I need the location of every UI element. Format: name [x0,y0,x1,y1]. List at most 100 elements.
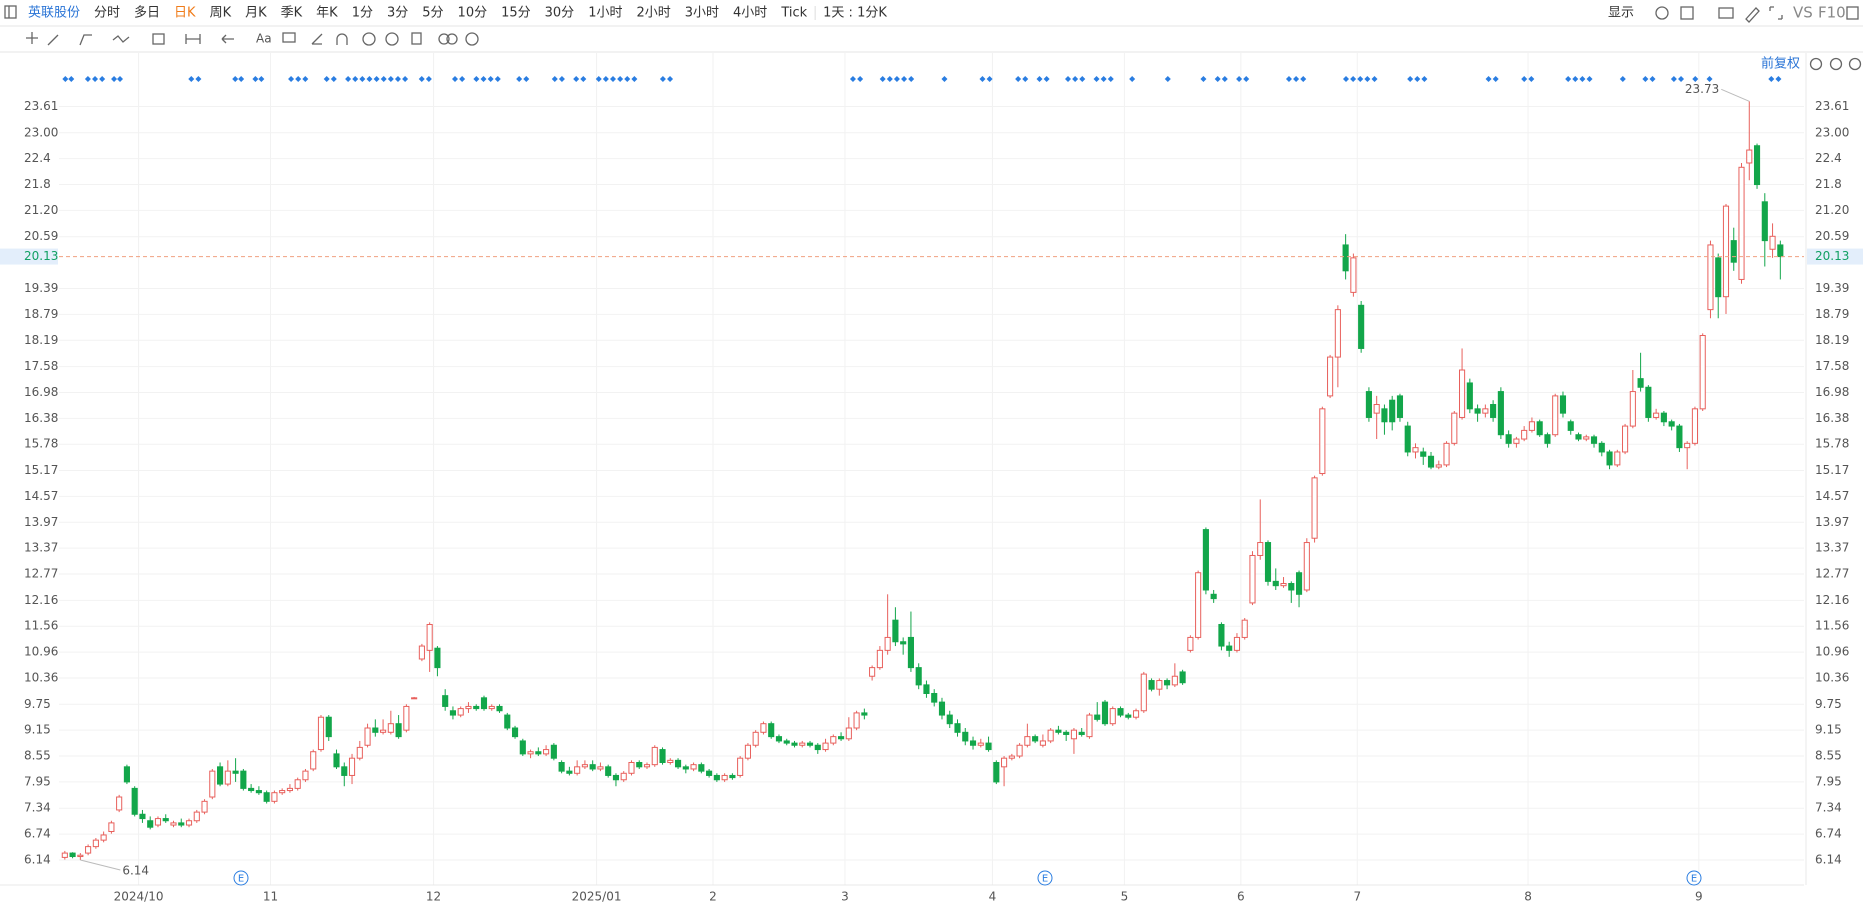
event-dot[interactable] [516,76,523,82]
reset-icon[interactable] [1809,57,1823,71]
event-dot[interactable] [667,76,674,82]
link-tool[interactable] [446,33,458,45]
period-tab[interactable]: 季K [281,6,303,21]
event-dot[interactable] [573,76,580,82]
event-dot[interactable] [1421,76,1428,82]
event-dot[interactable] [402,76,409,82]
event-dot[interactable] [610,76,617,82]
event-dot[interactable] [857,76,864,82]
event-dot[interactable] [1243,76,1250,82]
delete-tool[interactable] [411,32,422,45]
event-dot[interactable] [238,76,245,82]
zoom-out-icon[interactable] [1829,57,1843,71]
event-marker[interactable] [233,870,249,886]
event-dot[interactable] [1572,76,1579,82]
event-dot[interactable] [1164,76,1171,82]
event-dot[interactable] [1492,76,1499,82]
measure-tool[interactable] [185,34,201,44]
event-dot[interactable] [380,76,387,82]
period-tab[interactable]: 3分 [387,6,408,21]
event-marker[interactable] [1037,870,1053,886]
event-dot[interactable] [1706,76,1713,82]
event-dot[interactable] [580,76,587,82]
event-dot[interactable] [1221,76,1228,82]
event-dot[interactable] [258,76,265,82]
event-dot[interactable] [1214,76,1221,82]
event-dot[interactable] [366,76,373,82]
period-tab[interactable]: 日K [174,6,196,21]
event-dot[interactable] [1579,76,1586,82]
adjust-mode[interactable]: 前复权 [1761,56,1800,72]
event-dot[interactable] [387,76,394,82]
event-dot[interactable] [1043,76,1050,82]
eye-tool[interactable] [362,32,376,46]
event-dot[interactable] [494,76,501,82]
move-tool[interactable] [26,32,38,44]
event-dot[interactable] [893,76,900,82]
event-dot[interactable] [1775,76,1782,82]
event-dot[interactable] [1300,76,1307,82]
note-tool[interactable] [282,32,296,43]
link-tool[interactable] [438,33,450,45]
period-tab[interactable]: 年K [316,6,338,21]
camera-icon[interactable] [1718,7,1734,19]
event-dot[interactable] [62,76,69,82]
event-dot[interactable] [908,76,915,82]
event-dot[interactable] [84,76,91,82]
event-dot[interactable] [1129,76,1136,82]
event-dot[interactable] [551,76,558,82]
event-dot[interactable] [1642,76,1649,82]
event-dot[interactable] [345,76,352,82]
event-dot[interactable] [986,76,993,82]
event-dot[interactable] [92,76,99,82]
wave-tool[interactable] [112,35,130,43]
event-dot[interactable] [1407,76,1414,82]
arrow-tool[interactable] [221,34,234,44]
event-dot[interactable] [1528,76,1535,82]
period-tab[interactable]: 周K [210,6,232,21]
event-dot[interactable] [323,76,330,82]
event-dot[interactable] [459,76,466,82]
event-dot[interactable] [1414,76,1421,82]
settings-icon[interactable] [1655,6,1669,20]
event-marker[interactable] [1686,870,1702,886]
event-dot[interactable] [295,76,302,82]
display-menu[interactable]: 显示 [1608,6,1634,21]
period-tab[interactable]: 10分 [458,6,488,21]
event-dot[interactable] [359,76,366,82]
event-dot[interactable] [523,76,530,82]
period-tab[interactable]: 5分 [422,6,443,21]
event-dot[interactable] [659,76,666,82]
event-dot[interactable] [1619,76,1626,82]
event-dot[interactable] [487,76,494,82]
magnet-tool[interactable] [336,33,348,45]
event-dot[interactable] [1357,76,1364,82]
period-tab[interactable]: Tick [780,6,807,21]
event-dot[interactable] [1678,76,1685,82]
event-dot[interactable] [979,76,986,82]
event-dot[interactable] [394,76,401,82]
pen-icon[interactable] [1745,7,1760,23]
event-dot[interactable] [302,76,309,82]
event-dot[interactable] [1649,76,1656,82]
sidebar-icon[interactable] [4,5,17,19]
event-dot[interactable] [1670,76,1677,82]
channel-tool[interactable] [79,34,92,46]
event-dot[interactable] [1565,76,1572,82]
zoom-in-icon[interactable] [1848,57,1862,71]
period-tab[interactable]: 分时 [94,6,120,21]
event-dot[interactable] [1072,76,1079,82]
hide-tool[interactable] [385,32,399,46]
event-dot[interactable] [352,76,359,82]
event-dot[interactable] [602,76,609,82]
period-tab[interactable]: 2小时 [636,6,670,21]
period-tab[interactable]: 3小时 [685,6,719,21]
event-dot[interactable] [1768,76,1775,82]
event-dot[interactable] [1364,76,1371,82]
event-dot[interactable] [1236,76,1243,82]
vs-button[interactable]: VS [1793,4,1813,22]
event-dot[interactable] [1371,76,1378,82]
event-dot[interactable] [1079,76,1086,82]
period-tab[interactable]: 多日 [134,5,160,21]
event-dot[interactable] [595,76,602,82]
